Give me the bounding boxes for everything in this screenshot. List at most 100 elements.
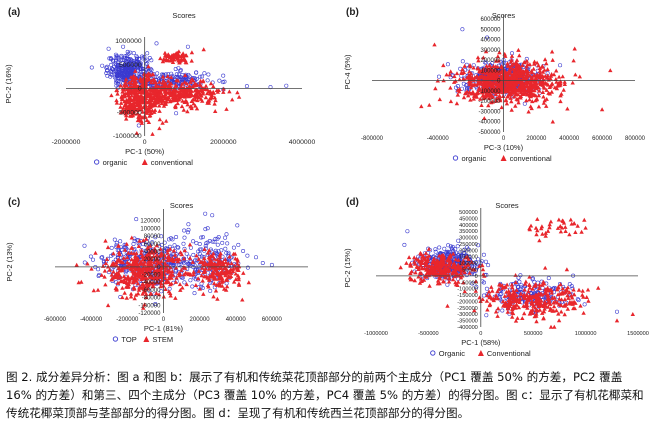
y-tick-label: -100000 bbox=[138, 303, 161, 309]
point-conventional bbox=[514, 73, 520, 78]
point-conventional bbox=[490, 94, 496, 99]
point-conventional bbox=[207, 91, 213, 95]
point-conventional bbox=[454, 71, 460, 76]
point-conventional bbox=[134, 100, 140, 105]
point-conventional bbox=[486, 92, 492, 97]
point-conventional bbox=[161, 103, 167, 108]
point-conventional bbox=[124, 107, 129, 112]
point-conventional bbox=[514, 97, 519, 101]
point-conventional bbox=[168, 75, 174, 80]
point-conventional bbox=[482, 116, 487, 120]
point-conventional bbox=[531, 92, 536, 97]
point-conventional bbox=[475, 65, 481, 70]
point-conventional bbox=[133, 68, 138, 73]
point-top bbox=[210, 239, 215, 244]
point-organic bbox=[121, 44, 126, 49]
point-conventional bbox=[139, 99, 144, 103]
point-organic bbox=[174, 111, 179, 116]
point-top bbox=[118, 239, 123, 244]
point-conventional bbox=[124, 116, 129, 121]
point-conventional bbox=[193, 103, 198, 108]
y-tick-label: 0 bbox=[138, 86, 142, 93]
point-conventional bbox=[527, 83, 532, 88]
legend-circle-icon bbox=[452, 155, 459, 161]
point-conventional bbox=[158, 56, 163, 61]
point-conventional bbox=[500, 70, 506, 75]
point-conventional bbox=[146, 92, 151, 97]
point-conventional bbox=[172, 90, 178, 95]
point-organic bbox=[155, 71, 160, 76]
point-organic bbox=[118, 58, 123, 63]
point-conventional bbox=[518, 66, 523, 71]
point-organic bbox=[221, 80, 226, 85]
y-tick-label: 350000 bbox=[459, 229, 478, 235]
point-conventional bbox=[160, 94, 166, 99]
x-tick-label: 0 bbox=[143, 139, 147, 146]
point-organic bbox=[125, 49, 130, 54]
point-conventional bbox=[147, 107, 152, 112]
point-organic bbox=[460, 59, 465, 64]
point-conventional bbox=[542, 98, 547, 103]
point-top bbox=[174, 235, 179, 240]
y-tick-label: 80000 bbox=[144, 234, 161, 240]
point-conventional bbox=[505, 94, 510, 99]
point-conventional bbox=[484, 63, 489, 68]
y-tick-label: 450000 bbox=[459, 216, 478, 222]
x-tick-label: 400000 bbox=[559, 136, 580, 142]
x-axis-label: PC-3 (10%) bbox=[484, 143, 524, 152]
point-conventional bbox=[126, 93, 131, 98]
y-tick-label: -20000 bbox=[142, 273, 161, 279]
point-organic bbox=[206, 72, 211, 77]
y-tick-label: 100000 bbox=[140, 226, 161, 232]
point-organic bbox=[179, 75, 184, 80]
point-conventional bbox=[205, 87, 210, 92]
point-organic bbox=[136, 123, 141, 128]
scatter-points bbox=[74, 211, 274, 310]
point-conventional bbox=[155, 98, 160, 103]
point-conventional bbox=[153, 100, 158, 105]
y-tick-label: -80000 bbox=[142, 296, 161, 302]
point-conventional bbox=[481, 69, 486, 74]
point-conventional bbox=[145, 110, 150, 115]
point-conventional bbox=[179, 85, 184, 89]
point-conventional bbox=[189, 58, 194, 63]
panel-label: (c) bbox=[8, 197, 20, 208]
point-conventional bbox=[514, 58, 520, 62]
point-conventional bbox=[571, 58, 576, 63]
point-conventional bbox=[503, 53, 508, 58]
point-conventional bbox=[455, 92, 460, 97]
point-organic bbox=[105, 73, 110, 78]
point-conventional bbox=[549, 49, 555, 54]
point-conventional bbox=[532, 59, 537, 64]
point-organic bbox=[120, 69, 125, 74]
y-tick-label: -500000 bbox=[117, 109, 142, 116]
point-organic bbox=[217, 78, 222, 83]
point-conventional bbox=[485, 74, 491, 78]
point-top bbox=[131, 242, 136, 247]
x-tick-label: -600000 bbox=[44, 317, 67, 323]
point-conventional bbox=[150, 131, 155, 136]
x-tick-label: 200000 bbox=[190, 317, 211, 323]
point-conventional bbox=[463, 91, 468, 95]
point-conventional bbox=[562, 82, 567, 86]
point-conventional bbox=[181, 90, 187, 95]
point-conventional bbox=[561, 87, 566, 92]
point-organic bbox=[114, 78, 119, 83]
point-organic bbox=[194, 70, 199, 75]
point-conventional bbox=[529, 70, 535, 75]
point-conventional bbox=[536, 104, 542, 109]
point-conventional bbox=[180, 51, 186, 56]
point-conventional bbox=[182, 73, 188, 78]
point-conventional bbox=[123, 79, 128, 84]
point-conventional bbox=[507, 68, 512, 73]
y-tick-label: 400000 bbox=[459, 223, 478, 229]
point-conventional bbox=[150, 72, 155, 77]
point-conventional bbox=[151, 80, 157, 85]
panel-label: (a) bbox=[8, 7, 20, 18]
point-organic bbox=[461, 81, 466, 86]
point-conventional bbox=[156, 92, 161, 97]
legend-circle-icon bbox=[94, 159, 100, 165]
point-conventional bbox=[509, 57, 514, 62]
point-top bbox=[199, 235, 204, 240]
chart-title: Scores bbox=[170, 201, 194, 210]
